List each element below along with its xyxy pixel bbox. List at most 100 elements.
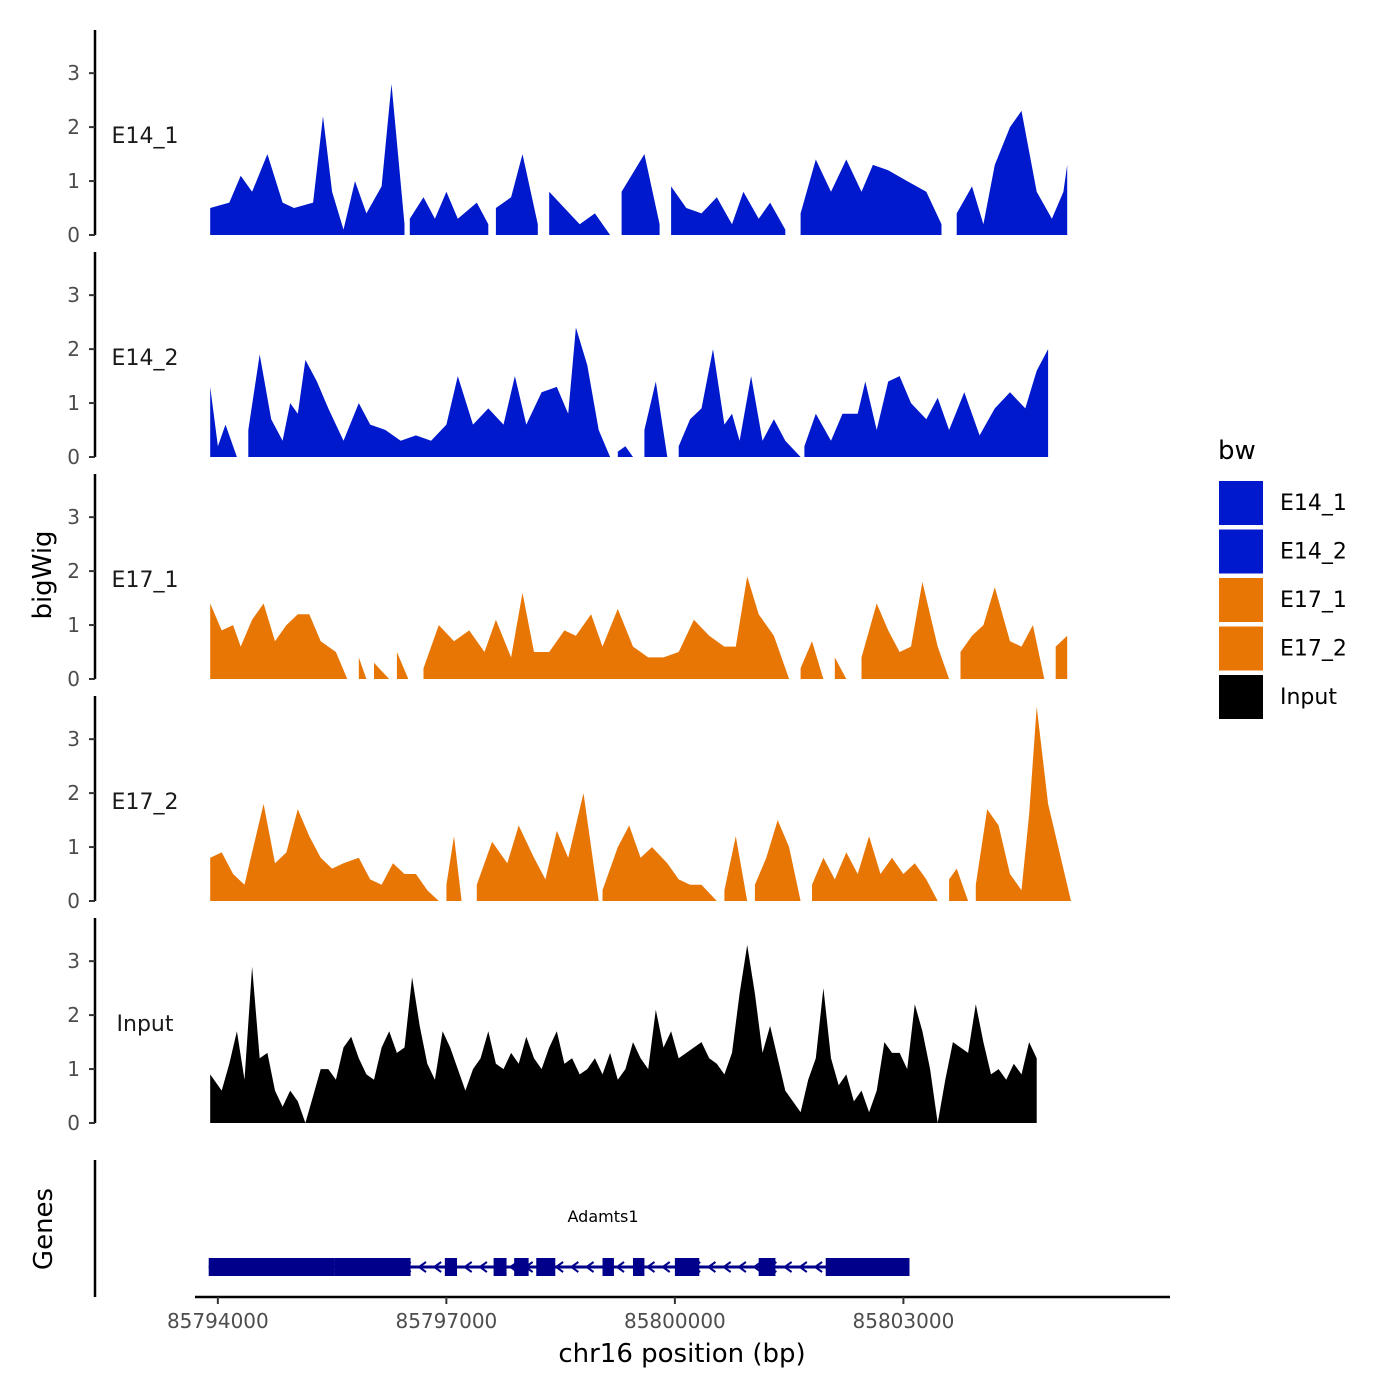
track-area-E17_1-4	[423, 576, 790, 679]
y-tick-label-E14_1-1: 1	[67, 169, 80, 193]
y-tick-label-E17_2-0: 0	[67, 889, 80, 913]
track-area-E17_1-6	[834, 657, 847, 679]
track-Input: 0 1 2 3 Input	[67, 918, 1037, 1135]
x-tick-label-85794000: 85794000	[167, 1309, 269, 1333]
strand-arrow	[798, 1261, 808, 1273]
y-tick-label-Input-2: 2	[67, 1003, 80, 1027]
strand-arrow	[813, 1261, 823, 1273]
track-area-E17_1-2	[374, 662, 390, 679]
track-area-E17_2-7	[949, 868, 969, 901]
strand-arrow	[417, 1261, 427, 1273]
strand-arrow	[462, 1261, 473, 1273]
exon-11	[825, 1258, 910, 1276]
legend-label-E14_1: E14_1	[1280, 491, 1347, 516]
strand-arrow	[478, 1261, 488, 1273]
track-area-E14_1-7	[956, 110, 1068, 235]
track-area-E17_1-0	[210, 603, 348, 679]
track-E17_2: 0 1 2 3 E17_2	[67, 696, 1071, 913]
track-area-E17_2-6	[812, 836, 938, 901]
strand-arrow	[782, 1261, 793, 1273]
legend-label-E17_1: E17_1	[1280, 588, 1347, 613]
track-area-E14_2-1	[248, 327, 611, 457]
x-tick-label-85797000: 85797000	[395, 1309, 497, 1333]
track-area-E17_1-7	[861, 581, 950, 679]
y-tick-label-E17_1-1: 1	[67, 613, 80, 637]
legend-label-Input: Input	[1280, 685, 1337, 710]
strand-arrow	[737, 1261, 747, 1273]
track-area-E17_2-4	[724, 836, 748, 901]
track-label-E17_1: E17_1	[112, 568, 179, 593]
track-area-E14_1-3	[549, 191, 611, 235]
track-area-E14_2-4	[678, 349, 801, 457]
legend-swatch-E14_2	[1217, 527, 1265, 576]
exon-6	[536, 1258, 556, 1276]
y-tick-label-Input-1: 1	[67, 1057, 80, 1081]
strand-arrow	[615, 1261, 625, 1273]
genes-track-label: Genes	[29, 1188, 59, 1270]
x-axis-title: chr16 position (bp)	[558, 1339, 805, 1369]
exon-2	[334, 1258, 411, 1276]
exon-10	[758, 1258, 776, 1276]
track-area-E14_2-3	[644, 381, 668, 457]
y-tick-label-E14_2-2: 2	[67, 337, 80, 361]
track-area-E14_1-6	[800, 159, 942, 235]
track-label-E14_1: E14_1	[112, 124, 179, 149]
y-tick-label-E17_1-2: 2	[67, 559, 80, 583]
track-label-Input: Input	[117, 1012, 174, 1037]
gene-name-label: Adamts1	[568, 1207, 639, 1226]
track-area-E17_1-3	[396, 652, 409, 679]
x-axis: 85794000 85797000 85800000 85803000	[167, 1295, 1170, 1333]
track-area-E17_2-8	[975, 706, 1071, 901]
y-tick-label-E17_2-3: 3	[67, 727, 80, 751]
track-area-E14_1-0	[210, 83, 405, 236]
y-tick-label-Input-3: 3	[67, 949, 80, 973]
signal-tracks: 0 1 2 3 E14_1 0 1 2 3 E14_2 0 1 2 3 E17_1 0 1 2 3 E17_2 0 1 2 3…	[67, 30, 1071, 1135]
y-tick-label-E17_2-1: 1	[67, 835, 80, 859]
y-tick-label-E17_2-2: 2	[67, 781, 80, 805]
y-tick-label-E17_1-0: 0	[67, 667, 80, 691]
strand-arrow	[706, 1261, 717, 1273]
legend: bw E14_1 E14_2 E17_1 E17_2 Input	[1217, 436, 1347, 721]
exon-3	[444, 1258, 458, 1276]
legend-swatch-Input	[1217, 673, 1265, 721]
genes-track: Genes Adamts1	[29, 1160, 910, 1297]
track-area-E14_1-1	[409, 191, 489, 235]
legend-label-E17_2: E17_2	[1280, 637, 1347, 662]
track-E14_1: 0 1 2 3 E14_1	[67, 30, 1068, 247]
track-area-Input-0	[210, 945, 1037, 1123]
legend-title: bw	[1218, 436, 1256, 466]
strand-arrow	[569, 1261, 579, 1273]
strand-arrow	[661, 1261, 671, 1273]
track-area-E14_1-2	[495, 154, 538, 235]
y-tick-label-E17_1-3: 3	[67, 505, 80, 529]
track-area-E17_1-8	[960, 587, 1045, 679]
x-tick-label-85803000: 85803000	[853, 1309, 955, 1333]
strand-arrow	[645, 1261, 656, 1273]
y-axis-title: bigWig	[28, 530, 58, 619]
y-tick-label-E14_1-3: 3	[67, 61, 80, 85]
y-tick-label-Input-0: 0	[67, 1111, 80, 1135]
legend-swatch-E17_1	[1217, 576, 1265, 624]
exon-9	[674, 1258, 700, 1276]
track-label-E17_2: E17_2	[112, 790, 179, 815]
y-tick-label-E14_2-1: 1	[67, 391, 80, 415]
track-area-E17_2-2	[476, 793, 599, 901]
exon-8	[632, 1258, 645, 1276]
y-tick-label-E14_2-3: 3	[67, 283, 80, 307]
y-tick-label-E14_1-0: 0	[67, 223, 80, 247]
exon-1	[208, 1258, 335, 1276]
track-E14_2: 0 1 2 3 E14_2	[67, 252, 1049, 469]
track-area-E14_1-4	[621, 154, 660, 235]
exon-7	[602, 1258, 614, 1276]
track-area-E14_2-2	[617, 446, 633, 457]
track-area-E14_1-5	[671, 186, 786, 235]
track-area-E14_2-5	[804, 349, 1049, 457]
track-area-E17_2-5	[754, 820, 801, 901]
track-area-E17_1-5	[800, 641, 824, 679]
legend-label-E14_2: E14_2	[1280, 540, 1347, 565]
strand-arrow	[554, 1261, 564, 1273]
legend-swatch-E14_1	[1217, 479, 1265, 527]
exon-4	[493, 1258, 507, 1276]
track-area-E17_1-9	[1055, 635, 1068, 679]
